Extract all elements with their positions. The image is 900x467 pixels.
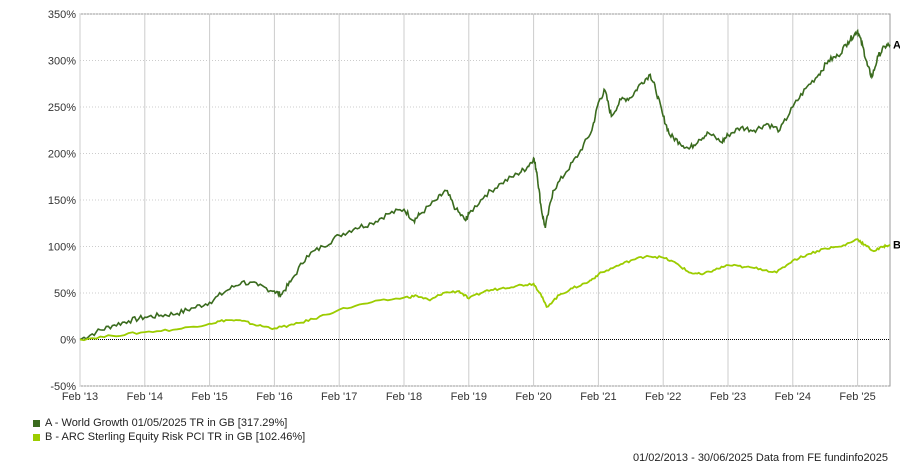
x-tick-label: Feb '18 [386, 391, 422, 403]
y-tick-label: 350% [48, 9, 76, 21]
legend-item-a: A - World Growth 01/05/2025 TR in GB [31… [33, 416, 305, 430]
x-tick-label: Feb '25 [839, 391, 875, 403]
x-tick-label: Feb '13 [62, 391, 98, 403]
x-tick-label: Feb '20 [515, 391, 551, 403]
y-tick-label: 300% [48, 56, 76, 68]
legend-label-b: B - ARC Sterling Equity Risk PCI TR in G… [45, 431, 306, 443]
x-tick-label: Feb '14 [127, 391, 163, 403]
y-tick-label: 100% [48, 242, 76, 254]
x-tick-label: Feb '17 [321, 391, 357, 403]
legend: A - World Growth 01/05/2025 TR in GB [31… [33, 416, 305, 444]
x-tick-label: Feb '22 [645, 391, 681, 403]
series-a-line [79, 28, 891, 341]
x-tick-label: Feb '24 [775, 391, 811, 403]
series-end-label-b: B [893, 240, 900, 252]
series-end-label-a: A [893, 40, 900, 52]
y-tick-label: -50% [50, 381, 76, 393]
y-tick-label: 0% [60, 335, 76, 347]
x-tick-label: Feb '23 [710, 391, 746, 403]
series-layer [79, 28, 891, 342]
y-tick-label: 250% [48, 102, 76, 114]
x-tick-label: Feb '21 [580, 391, 616, 403]
series-b-line [79, 238, 891, 342]
y-tick-label: 200% [48, 149, 76, 161]
x-tick-label: Feb '15 [191, 391, 227, 403]
y-tick-label: 150% [48, 195, 76, 207]
legend-swatch-a [33, 419, 40, 427]
x-tick-label: Feb '19 [451, 391, 487, 403]
date-range-footer: 01/02/2013 - 30/06/2025 Data from FE fun… [632, 452, 888, 464]
legend-swatch-b [33, 433, 40, 441]
y-tick-label: 50% [54, 288, 76, 300]
legend-item-b: B - ARC Sterling Equity Risk PCI TR in G… [33, 430, 305, 444]
gridlines [79, 13, 890, 387]
legend-label-a: A - World Growth 01/05/2025 TR in GB [31… [45, 417, 288, 429]
tick-labels: -50% 0% 50% 100% 150% 200% 250% 300% 350% Feb '13… [48, 9, 900, 403]
x-tick-label: Feb '16 [256, 391, 292, 403]
